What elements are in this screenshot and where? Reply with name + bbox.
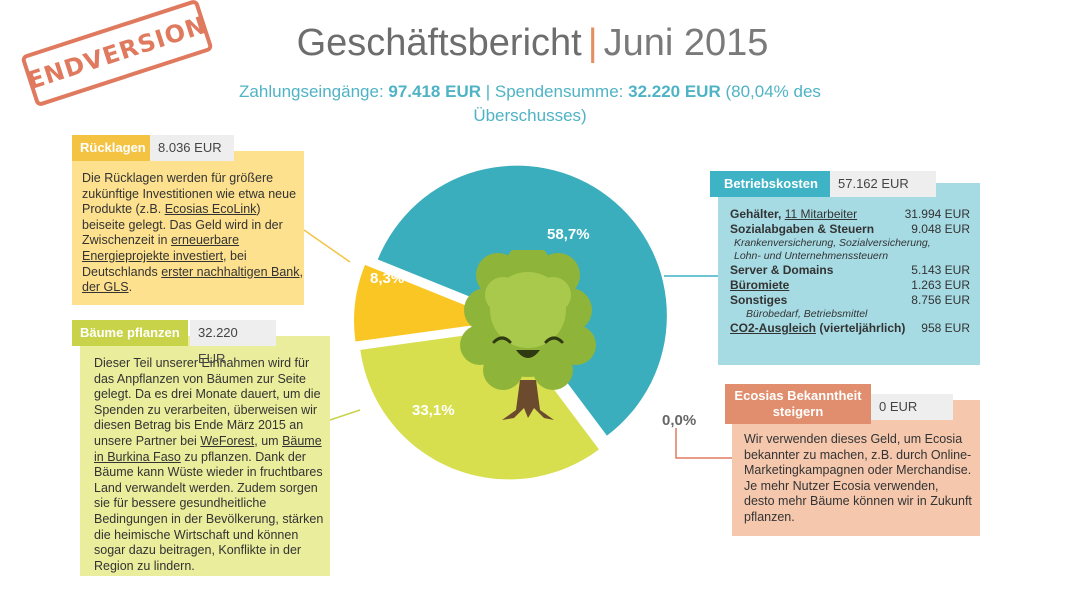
connector-ecosia (675, 428, 732, 459)
link-ecolink[interactable]: Ecosias EcoLink (164, 202, 257, 217)
cost-note-sonstiges: Bürobedarf, Betriebsmittel (746, 308, 868, 320)
page-subtitle: Zahlungseingänge: 97.418 EUR | Spendensu… (239, 82, 821, 125)
link-weforest[interactable]: WeForest (200, 433, 255, 448)
cost-note-sozial: Krankenversicherung, Sozialversicherung,… (734, 237, 931, 262)
baeume-label: Bäume pflanzen (72, 320, 188, 346)
link-erneuerbare[interactable]: erneuerbare Energieprojekte investiert (82, 233, 240, 263)
tree-mascot-icon (460, 250, 596, 420)
link-gls-bank[interactable]: erster nachhaltigen Bank, der GLS (82, 264, 303, 295)
page-title: Geschäftsbericht | Juni 2015 (296, 22, 769, 64)
link-mitarbeiter[interactable]: 11 Mitarbeiter (784, 207, 858, 221)
betrieb-label: Betriebskosten (710, 171, 832, 197)
link-bueromiete[interactable]: Büromiete (730, 278, 790, 292)
betrieb-panel: Gehälter, 11 Mitarbeiter 31.994 EUR Sozi… (718, 183, 980, 365)
ecosia-label: Ecosias Bekanntheit steigern (725, 384, 871, 424)
pie-slice-baeume (360, 329, 599, 480)
cost-row-server: Server & Domains 5.143 EUR (730, 263, 970, 277)
pie-label-ruecklagen: 8,3% (370, 270, 405, 287)
link-co2[interactable]: CO2-Ausgleich (730, 321, 817, 335)
link-burkina-faso[interactable]: Bäume in Burkina Faso (94, 433, 322, 464)
ruecklagen-amount: 8.036 EUR (150, 135, 234, 161)
baeume-panel: Dieser Teil unserer Einnahmen wird für d… (80, 336, 330, 576)
pie-label-baeume: 33,1% (412, 402, 455, 419)
cost-row-gehaelter: Gehälter, 11 Mitarbeiter 31.994 EUR (730, 207, 970, 221)
betrieb-amount: 57.162 EUR (830, 171, 936, 197)
cost-row-sonstiges: Sonstiges 8.756 EUR (730, 293, 970, 307)
ruecklagen-label: Rücklagen (72, 135, 154, 161)
ruecklagen-panel: Die Rücklagen werden für größere zukünft… (72, 151, 304, 305)
cost-row-sozial: Sozialabgaben & Steuern 9.048 EUR (730, 222, 970, 236)
connector-ruecklagen (303, 229, 351, 263)
pie-label-betrieb: 58,7% (547, 226, 590, 243)
connector-baeume (329, 409, 361, 421)
baeume-amount: 32.220 EUR (190, 320, 276, 366)
pie-label-ecosia: 0,0% (662, 412, 697, 429)
cost-row-co2: CO2-Ausgleich (vierteljährlich) 958 EUR (730, 321, 970, 335)
pie-slice-ruecklagen (354, 264, 505, 342)
cost-row-buero: Büromiete 1.263 EUR (730, 278, 970, 292)
ecosia-amount: 0 EUR (871, 394, 953, 420)
